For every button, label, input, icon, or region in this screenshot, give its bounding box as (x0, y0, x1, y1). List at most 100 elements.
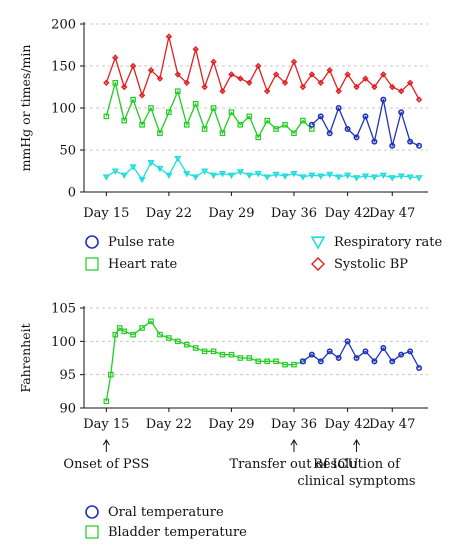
data-point (291, 130, 297, 137)
data-point (192, 174, 200, 181)
x-tick-label: Day 42 (324, 206, 370, 221)
data-point (108, 371, 114, 378)
data-point (371, 83, 378, 91)
annotation-arrowhead (290, 439, 298, 446)
legend-marker (311, 257, 325, 271)
data-point (102, 174, 110, 181)
data-point (317, 79, 324, 86)
data-point (299, 83, 307, 91)
y-tick-label: 200 (51, 18, 76, 33)
legend-marker (85, 505, 99, 519)
data-point (308, 71, 316, 78)
data-point (406, 79, 414, 86)
data-point (317, 358, 324, 365)
data-point (148, 318, 154, 325)
data-point (326, 130, 333, 137)
data-point (416, 364, 423, 371)
y-tick-label: 90 (59, 402, 76, 417)
data-point (362, 113, 369, 120)
legend-label: Bladder temperature (108, 525, 247, 540)
annotation-label: Transfer out of ICU (230, 457, 359, 472)
data-point (183, 79, 190, 86)
data-point (130, 331, 136, 338)
data-point (335, 174, 343, 181)
data-point (228, 71, 235, 78)
data-point (389, 83, 396, 91)
data-point (290, 58, 298, 65)
data-point (255, 62, 262, 70)
series-line-heart-rate (105, 82, 313, 139)
y-tick-label: 0 (68, 186, 76, 201)
data-point (209, 172, 218, 180)
annotation-label: Onset of PSS (63, 457, 149, 472)
data-point (398, 109, 405, 116)
data-point (201, 126, 208, 132)
data-point (353, 83, 360, 91)
y-tick-label: 100 (51, 335, 76, 350)
data-point (335, 105, 342, 112)
data-point (344, 71, 351, 78)
data-point (344, 172, 352, 180)
legend-marker (85, 257, 99, 271)
data-point (183, 121, 190, 128)
data-point (210, 105, 217, 111)
legend-marker (85, 235, 99, 249)
data-point (138, 92, 146, 99)
data-point (174, 155, 182, 163)
data-point (130, 96, 136, 103)
x-tick-label: Day 47 (369, 417, 415, 432)
data-point (237, 75, 244, 82)
data-point (138, 176, 146, 184)
legend-label: Systolic BP (334, 257, 408, 272)
data-point (308, 121, 315, 128)
data-point (282, 361, 288, 368)
data-point (362, 75, 369, 82)
data-point (415, 175, 423, 182)
data-point (210, 58, 217, 65)
annotation-arrowhead (353, 439, 360, 446)
data-point (379, 172, 387, 180)
data-point (201, 348, 208, 355)
data-point (237, 355, 244, 361)
legend-marker (310, 236, 326, 250)
data-point (129, 62, 137, 70)
data-point (263, 174, 271, 181)
series-line-systolic-bp (105, 35, 420, 100)
data-point (281, 173, 289, 180)
data-point (192, 46, 199, 53)
x-tick-label: Day 29 (208, 206, 254, 221)
data-point (112, 331, 119, 338)
data-point (139, 325, 145, 331)
data-point (156, 165, 164, 173)
y-tick-label: 100 (51, 102, 76, 117)
data-point (219, 351, 226, 358)
data-point (246, 113, 253, 120)
data-point (192, 345, 199, 351)
x-tick-label: Day 29 (208, 417, 254, 432)
data-point (407, 138, 414, 145)
annotation-label: Resolution of clinical symptoms (297, 457, 415, 489)
data-point (111, 168, 119, 175)
data-point (326, 171, 334, 179)
data-point (264, 358, 270, 365)
y-axis-label: Fahrenheit (18, 323, 33, 392)
data-point (264, 117, 270, 124)
data-point (299, 174, 307, 181)
legend-label: Pulse rate (108, 235, 175, 250)
annotation-arrowhead (102, 439, 110, 446)
x-tick-label: Day 36 (271, 206, 317, 221)
y-tick-label: 150 (51, 60, 76, 75)
series-line-pulse-rate (311, 98, 420, 147)
data-point (157, 331, 163, 338)
legend-label: Heart rate (108, 257, 178, 272)
data-point (272, 71, 280, 78)
data-point (148, 105, 154, 111)
data-point (371, 358, 378, 365)
data-point (228, 109, 235, 116)
data-point (290, 170, 298, 178)
data-point (121, 117, 128, 124)
data-point (201, 168, 209, 175)
data-point (273, 126, 279, 132)
x-tick-label: Day 42 (324, 417, 370, 432)
data-point (246, 355, 253, 361)
